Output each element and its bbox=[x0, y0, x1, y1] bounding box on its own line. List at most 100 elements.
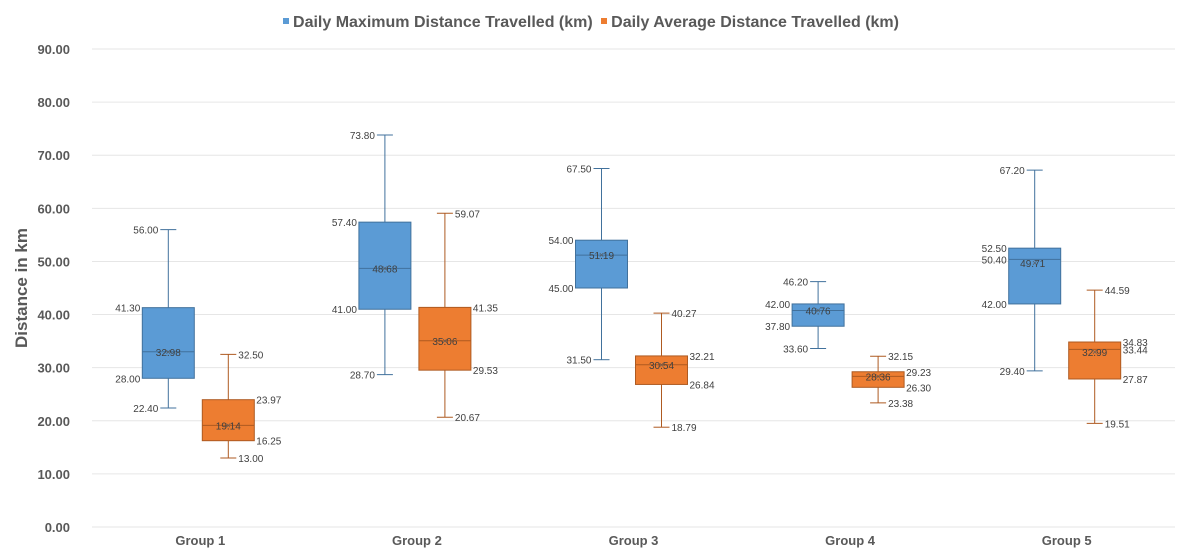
legend-swatch-average bbox=[601, 17, 608, 24]
data-label-max: 59.07 bbox=[455, 209, 480, 220]
x-tick-label: Group 4 bbox=[825, 533, 876, 548]
boxes: ×56.0041.3028.0022.4032.98×73.8057.4041.… bbox=[115, 131, 1148, 465]
box-average: × 32.50 23.97 16.25 13.00 19.14 bbox=[201, 350, 282, 465]
data-label-min: 13.00 bbox=[238, 454, 263, 465]
legend-item-average: Daily Average Distance Travelled (km) bbox=[601, 14, 899, 32]
mean-marker: × bbox=[1032, 258, 1037, 268]
data-label-q1: 28.00 bbox=[115, 374, 140, 385]
data-label-q1: 42.00 bbox=[982, 300, 1007, 311]
data-label-min: 29.40 bbox=[1000, 367, 1025, 378]
data-label-q3: 32.21 bbox=[690, 352, 715, 363]
box-body bbox=[575, 239, 628, 289]
data-label-min: 28.70 bbox=[350, 371, 375, 382]
legend-label-max: Daily Maximum Distance Travelled (km) bbox=[293, 14, 593, 31]
data-label-q1: 26.30 bbox=[906, 383, 931, 394]
data-label-min: 23.38 bbox=[888, 399, 913, 410]
y-tick-label: 70.00 bbox=[37, 148, 70, 163]
y-tick-label: 20.00 bbox=[37, 414, 70, 429]
x-tick-label: Group 2 bbox=[392, 533, 442, 548]
mean-marker: × bbox=[226, 420, 231, 430]
mean-marker: × bbox=[1092, 347, 1097, 357]
legend: Daily Maximum Distance Travelled (km) Da… bbox=[0, 14, 1182, 32]
box-body bbox=[791, 303, 845, 327]
box-max: × 67.50 54.00 45.00 31.50 51.19 bbox=[548, 165, 628, 367]
data-label-max: 67.50 bbox=[566, 165, 591, 176]
data-label-q3: 41.35 bbox=[473, 303, 498, 314]
data-label-q1: 41.00 bbox=[332, 305, 357, 316]
y-tick-label: 0.00 bbox=[45, 520, 70, 535]
legend-item-max: Daily Maximum Distance Travelled (km) bbox=[283, 14, 593, 32]
data-label-median: 50.40 bbox=[982, 255, 1007, 266]
data-label-mean: 35.06 bbox=[432, 337, 457, 348]
box-body bbox=[358, 221, 412, 310]
data-label-max: 67.20 bbox=[1000, 166, 1025, 177]
data-label-q1: 37.80 bbox=[765, 322, 790, 333]
y-axis: 0.00 10.00 20.00 30.00 40.00 50.00 60.00 70.00 8… bbox=[37, 42, 70, 535]
data-label-max: 44.59 bbox=[1105, 286, 1130, 297]
box-average: × 44.59 34.83 27.87 19.51 33.44 32.99 bbox=[1068, 286, 1148, 430]
data-label-min: 31.50 bbox=[566, 356, 591, 367]
box-max: × 73.80 57.40 41.00 28.70 48.68 bbox=[332, 131, 412, 382]
mean-marker: × bbox=[442, 336, 447, 346]
data-label-mean: 49.71 bbox=[1020, 259, 1045, 270]
mean-marker: × bbox=[659, 360, 664, 370]
data-label-mean: 30.54 bbox=[649, 361, 674, 372]
data-label-q3: 54.00 bbox=[548, 236, 573, 247]
data-label-max: 56.00 bbox=[133, 226, 158, 237]
y-tick-label: 40.00 bbox=[37, 308, 70, 323]
box-max: × 56.00 41.30 28.00 22.40 32.98 bbox=[115, 226, 195, 415]
data-label-mean: 40.76 bbox=[806, 307, 831, 318]
data-label-min: 33.60 bbox=[783, 345, 808, 356]
data-label-mean: 48.68 bbox=[372, 264, 397, 275]
x-tick-label: Group 1 bbox=[175, 533, 225, 548]
data-label-q3: 23.97 bbox=[256, 396, 281, 407]
x-tick-label: Group 5 bbox=[1042, 533, 1092, 548]
data-label-max: 73.80 bbox=[350, 131, 375, 142]
data-label-q1: 45.00 bbox=[548, 284, 573, 295]
box-average: × 40.27 32.21 26.84 18.79 30.54 bbox=[635, 309, 715, 434]
y-tick-label: 80.00 bbox=[37, 95, 70, 110]
data-label-q3: 57.40 bbox=[332, 218, 357, 229]
data-label-q1: 27.87 bbox=[1123, 375, 1148, 386]
x-axis: Group 1 Group 2 Group 3 Group 4 Group 5 bbox=[175, 533, 1091, 548]
box-body bbox=[141, 307, 195, 379]
mean-marker: × bbox=[599, 250, 604, 260]
box-average: × 59.07 41.35 29.53 20.67 35.06 bbox=[418, 209, 498, 424]
legend-swatch-max bbox=[283, 17, 290, 24]
mean-marker: × bbox=[166, 347, 171, 357]
box-body bbox=[1008, 247, 1062, 305]
data-label-mean: 51.19 bbox=[589, 251, 614, 262]
data-label-mean: 32.99 bbox=[1082, 348, 1107, 359]
box-body bbox=[418, 306, 472, 371]
data-label-median: 33.44 bbox=[1123, 345, 1148, 356]
y-tick-label: 10.00 bbox=[37, 467, 70, 482]
data-label-mean: 19.14 bbox=[216, 421, 241, 432]
data-label-q1: 16.25 bbox=[256, 437, 281, 448]
data-label-mean: 28.36 bbox=[866, 372, 891, 383]
data-label-q3: 42.00 bbox=[765, 300, 790, 311]
data-label-min: 18.79 bbox=[672, 423, 697, 434]
mean-marker: × bbox=[815, 306, 820, 316]
mean-marker: × bbox=[875, 371, 880, 381]
data-label-max: 46.20 bbox=[783, 278, 808, 289]
box-average: × 32.15 29.23 26.30 23.38 28.36 bbox=[851, 352, 932, 410]
data-label-min: 19.51 bbox=[1105, 419, 1130, 430]
data-label-max: 32.50 bbox=[238, 350, 263, 361]
mean-marker: × bbox=[382, 263, 387, 273]
gridlines bbox=[92, 48, 1175, 528]
legend-label-average: Daily Average Distance Travelled (km) bbox=[611, 14, 899, 31]
data-label-q1: 29.53 bbox=[473, 366, 498, 377]
box-body bbox=[851, 371, 905, 388]
y-tick-label: 60.00 bbox=[37, 201, 70, 216]
x-tick-label: Group 3 bbox=[609, 533, 659, 548]
data-label-max: 32.15 bbox=[888, 352, 913, 363]
y-axis-title: Distance in km bbox=[12, 228, 31, 348]
data-label-q3: 41.30 bbox=[115, 304, 140, 315]
data-label-q3: 29.23 bbox=[906, 368, 931, 379]
y-tick-label: 30.00 bbox=[37, 361, 70, 376]
box-max: × 46.20 42.00 37.80 33.60 40.76 bbox=[765, 278, 845, 356]
box-body bbox=[201, 399, 255, 442]
data-label-max: 40.27 bbox=[672, 309, 697, 320]
data-label-min: 20.67 bbox=[455, 413, 480, 424]
